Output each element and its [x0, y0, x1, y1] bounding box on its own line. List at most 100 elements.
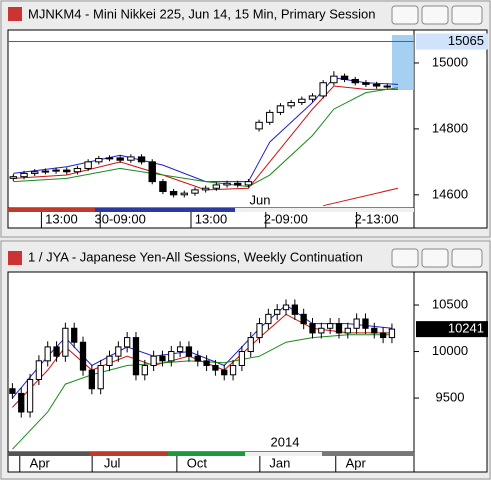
candle-body	[141, 364, 148, 376]
candle-body	[266, 111, 274, 123]
candle-body	[168, 351, 175, 362]
window-icon	[8, 7, 22, 21]
session-strip	[235, 208, 414, 212]
minimize-button[interactable]	[391, 248, 419, 268]
session-strip	[8, 208, 95, 212]
x-tick-label: Apr	[346, 455, 367, 470]
candle-body	[20, 172, 28, 178]
candle-body	[31, 171, 39, 174]
candle-body	[41, 170, 50, 173]
candle-body	[340, 75, 349, 80]
candle-body	[309, 323, 316, 334]
candle-body	[274, 309, 281, 315]
candle-body	[62, 327, 69, 357]
last-price-label: 15065	[448, 33, 484, 48]
candle-body	[221, 369, 228, 376]
window-buttons[interactable]	[391, 248, 483, 268]
candle-body	[362, 82, 370, 85]
candle-body	[383, 85, 391, 88]
candle-body	[335, 323, 343, 334]
candle-body	[180, 192, 188, 196]
candle-body	[124, 337, 131, 348]
candle-body	[35, 360, 43, 380]
candle-body	[238, 351, 246, 366]
candle-body	[265, 313, 272, 325]
candle-body	[229, 364, 237, 376]
candle-body	[73, 167, 82, 173]
candle-body	[318, 327, 325, 334]
candle-body	[191, 189, 199, 194]
candle-body	[159, 181, 167, 193]
session-strip	[168, 452, 245, 456]
candle-body	[97, 364, 104, 390]
window-title: MJNKM4 - Mini Nikkei 225, Jun 14, 15 Min…	[28, 6, 376, 21]
candle-body	[282, 304, 290, 311]
session-strip	[90, 452, 168, 456]
window-buttons[interactable]	[391, 5, 483, 25]
x-tick-label: 2-13:00	[355, 211, 399, 226]
close-button[interactable]	[451, 248, 483, 268]
annotation: Jun	[250, 192, 271, 207]
candle-body	[169, 191, 178, 196]
x-tick-label: 30-09:00	[95, 211, 146, 226]
candle-body	[71, 327, 78, 343]
candle-body	[353, 318, 360, 329]
session-strip	[322, 452, 414, 456]
window-title: 1 / JYA - Japanese Yen-All Sessions, Wee…	[28, 249, 363, 264]
last-price-label: 10241	[448, 321, 484, 336]
candle-body	[44, 346, 51, 362]
candle-body	[203, 360, 210, 366]
x-tick-label: Oct	[187, 455, 208, 470]
candle-body	[105, 157, 114, 160]
candle-body	[300, 313, 307, 325]
candle-body	[63, 169, 71, 173]
scroll-highlight	[392, 35, 414, 90]
maximize-button[interactable]	[421, 248, 449, 268]
candle-body	[212, 364, 219, 371]
candle-body	[9, 388, 16, 394]
candle-body	[137, 156, 146, 163]
maximize-button[interactable]	[421, 5, 449, 25]
x-tick-label: Jan	[269, 455, 290, 470]
y-tick-label: 14600	[432, 186, 468, 201]
candle-body	[388, 328, 396, 339]
price-axis	[413, 271, 488, 473]
candle-body	[150, 355, 157, 366]
x-tick-label: 2-09:00	[264, 211, 308, 226]
candle-body	[362, 318, 369, 329]
candle-body	[115, 346, 122, 357]
candle-body	[132, 337, 140, 376]
candle-body	[201, 187, 210, 191]
candle-body	[344, 327, 351, 334]
moving-average-line	[323, 187, 399, 207]
candle-body	[53, 346, 60, 357]
candle-body	[223, 182, 231, 186]
candle-body	[106, 355, 113, 366]
candle-body	[244, 181, 253, 186]
y-tick-label: 10500	[432, 296, 468, 311]
x-tick-label: Jul	[104, 455, 121, 470]
candle-body	[276, 105, 285, 113]
candle-body	[247, 337, 254, 353]
session-strip	[8, 452, 90, 456]
close-button[interactable]	[451, 5, 483, 25]
candle-body	[212, 184, 221, 189]
candle-body	[26, 378, 34, 413]
candle-body	[185, 346, 193, 357]
x-tick-label: 13:00	[195, 211, 228, 226]
candle-body	[319, 82, 327, 97]
minimize-button[interactable]	[391, 5, 419, 25]
candle-body	[371, 327, 378, 334]
last-price-box	[416, 321, 488, 338]
candle-body	[234, 182, 242, 186]
moving-average-line	[13, 85, 398, 191]
session-strip	[245, 452, 322, 456]
session-strip	[95, 208, 235, 212]
candle-body	[95, 158, 103, 163]
last-price-box	[416, 33, 488, 50]
candle-body	[379, 332, 387, 339]
candle-body	[116, 157, 124, 161]
y-tick-label: 10000	[432, 343, 468, 358]
